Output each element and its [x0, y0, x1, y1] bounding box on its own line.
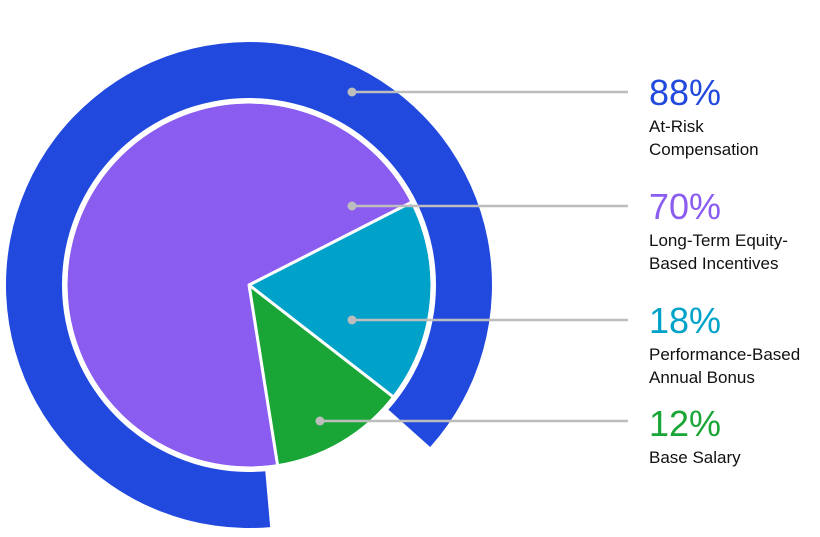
legend-label-base-salary: Base Salary [649, 448, 741, 467]
pie-outline [64, 100, 434, 470]
legend-item-at-risk: 88% At-Risk Compensation [649, 74, 819, 161]
legend-value-at-risk: 88% [649, 72, 722, 113]
leader-lines-layer [315, 87, 628, 426]
legend-label-long-term-equity: Long-Term Equity- Based Incentives [649, 231, 788, 273]
legend-item-base-salary: 12% Base Salary [649, 405, 819, 469]
legend-label-at-risk: At-Risk Compensation [649, 117, 759, 159]
pie-slices-layer [64, 100, 434, 470]
legend-item-annual-bonus: 18% Performance-Based Annual Bonus [649, 302, 819, 389]
leader-dot-at-risk [347, 87, 357, 97]
leader-dot-base-salary [315, 416, 325, 426]
legend-value-base-salary: 12% [649, 403, 722, 444]
legend-value-annual-bonus: 18% [649, 300, 722, 341]
legend-item-long-term-equity: 70% Long-Term Equity- Based Incentives [649, 188, 819, 275]
leader-dot-long-term-equity [347, 201, 357, 211]
legend-label-annual-bonus: Performance-Based Annual Bonus [649, 345, 801, 387]
legend-value-long-term-equity: 70% [649, 186, 722, 227]
leader-dot-annual-bonus [347, 315, 357, 325]
